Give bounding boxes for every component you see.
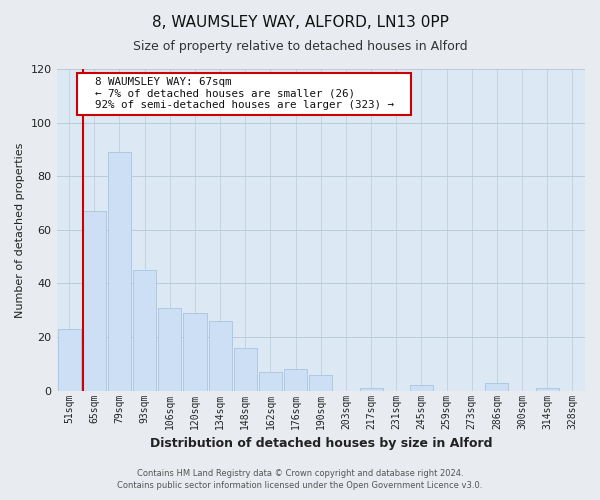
Bar — [359, 388, 383, 390]
Bar — [234, 348, 257, 391]
Bar — [133, 270, 156, 390]
Bar — [83, 211, 106, 390]
Bar — [108, 152, 131, 390]
X-axis label: Distribution of detached houses by size in Alford: Distribution of detached houses by size … — [149, 437, 492, 450]
Y-axis label: Number of detached properties: Number of detached properties — [15, 142, 25, 318]
Text: 8, WAUMSLEY WAY, ALFORD, LN13 0PP: 8, WAUMSLEY WAY, ALFORD, LN13 0PP — [152, 15, 448, 30]
Bar — [209, 321, 232, 390]
Text: Size of property relative to detached houses in Alford: Size of property relative to detached ho… — [133, 40, 467, 53]
Bar — [259, 372, 282, 390]
Bar — [284, 369, 307, 390]
Bar — [485, 382, 508, 390]
Bar — [309, 374, 332, 390]
Text: 8 WAUMSLEY WAY: 67sqm
  ← 7% of detached houses are smaller (26)
  92% of semi-d: 8 WAUMSLEY WAY: 67sqm ← 7% of detached h… — [82, 77, 407, 110]
Bar — [184, 313, 206, 390]
Text: Contains HM Land Registry data © Crown copyright and database right 2024.
Contai: Contains HM Land Registry data © Crown c… — [118, 468, 482, 490]
Bar — [158, 308, 181, 390]
Bar — [58, 329, 80, 390]
Bar — [410, 386, 433, 390]
Bar — [536, 388, 559, 390]
